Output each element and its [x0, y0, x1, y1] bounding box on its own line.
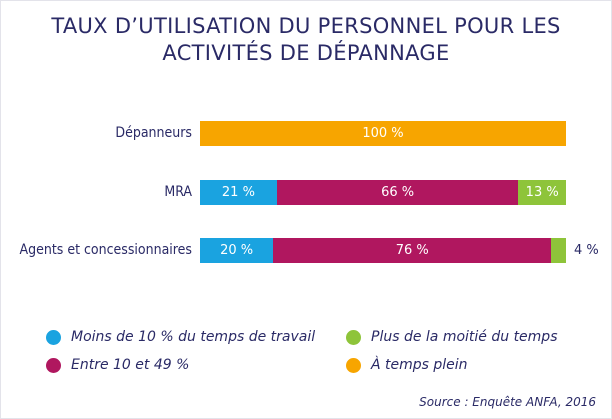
category-label: Agents et concessionnaires: [19, 242, 192, 258]
bar-value-label: 66 %: [381, 185, 415, 200]
source-note: Source : Enquête ANFA, 2016: [419, 395, 596, 409]
legend-swatch-green: [346, 329, 361, 345]
category-label: MRA: [164, 184, 192, 200]
legend-item-temps-plein: À temps plein: [346, 357, 468, 373]
bar-value-label: 76 %: [395, 243, 429, 258]
legend-label: Moins de 10 % du temps de travail: [71, 329, 316, 345]
legend-item-entre-10-49: Entre 10 et 49 %: [46, 357, 189, 373]
bar-segment: [551, 238, 566, 263]
bar-segment: [200, 121, 566, 146]
legend-swatch-blue: [46, 329, 61, 345]
chart-title-line2: ACTIVITÉS DE DÉPANNAGE: [162, 41, 450, 65]
bar-value-label: 100 %: [362, 126, 404, 141]
bar-segment: [518, 180, 566, 205]
bar-value-label-outside: 4 %: [574, 243, 599, 258]
legend-item-plus-moitie: Plus de la moitié du temps: [346, 329, 557, 345]
legend-label: À temps plein: [371, 357, 468, 373]
bar-value-label: 20 %: [220, 243, 254, 258]
category-label: Dépanneurs: [115, 125, 192, 141]
bar-segment: [276, 180, 519, 205]
legend-item-moins-10: Moins de 10 % du temps de travail: [46, 329, 315, 345]
legend-label: Plus de la moitié du temps: [371, 329, 558, 345]
bar-segment: [200, 180, 277, 205]
bar-segment: [200, 238, 274, 263]
chart-title-line1: TAUX D’UTILISATION DU PERSONNEL POUR LES: [51, 14, 561, 38]
bar-segment: [273, 238, 552, 263]
legend-swatch-orange: [346, 357, 361, 373]
bar-value-label: 21 %: [221, 185, 255, 200]
legend-label: Entre 10 et 49 %: [71, 357, 190, 373]
legend-swatch-magenta: [46, 357, 61, 373]
bar-value-label: 13 %: [525, 185, 559, 200]
